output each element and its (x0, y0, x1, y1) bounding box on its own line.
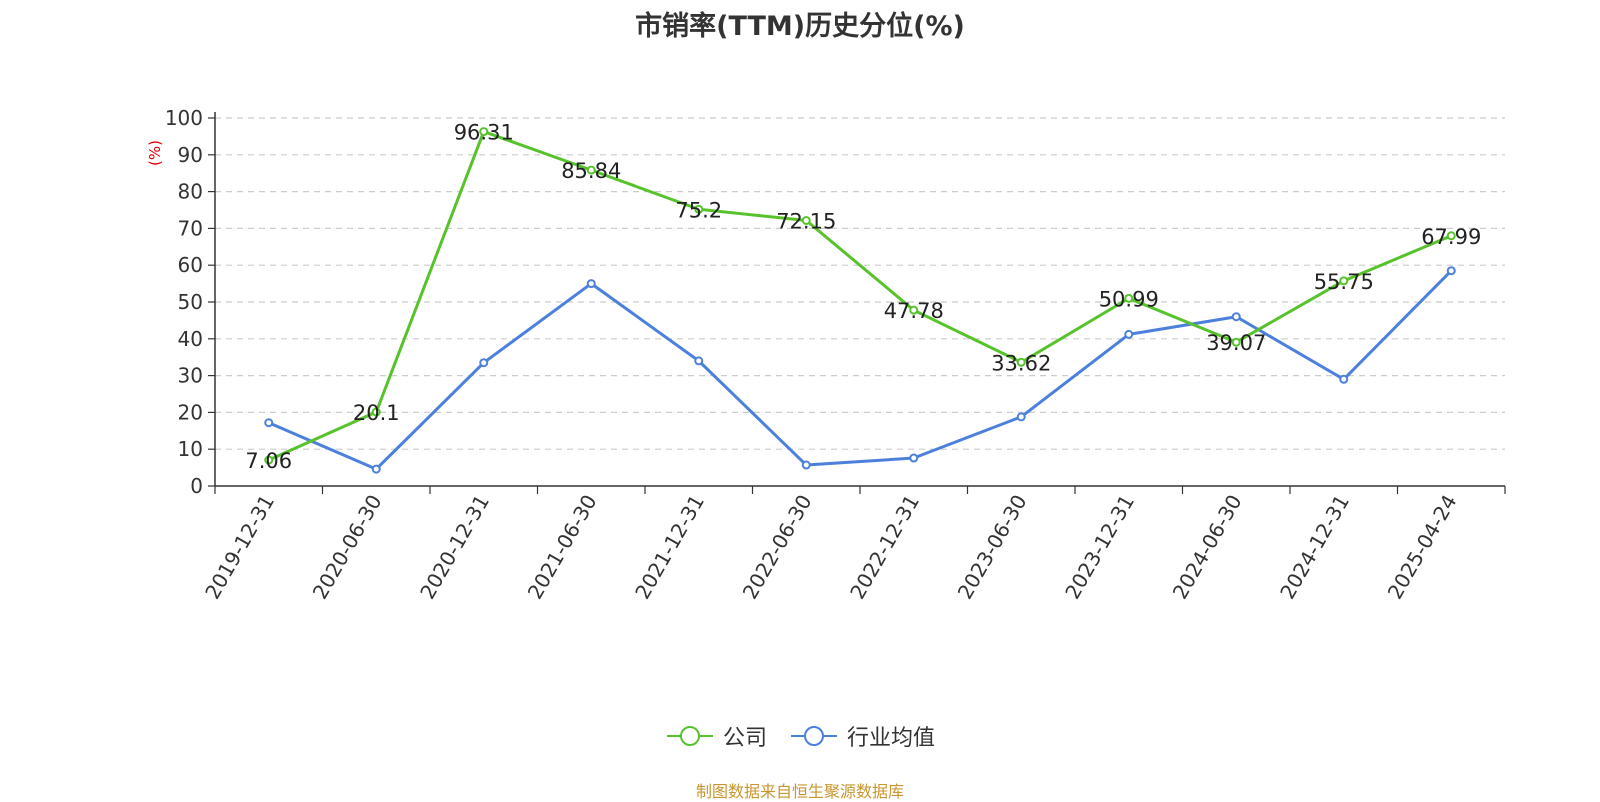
legend-industry-icon (791, 726, 837, 746)
x-tick-label-2: 2020-12-31 (415, 491, 494, 604)
series-1-point-11[interactable] (1446, 266, 1456, 276)
series-line-1 (268, 269, 1453, 471)
source-note: 制图数据来自恒生聚源数据库 (695, 782, 904, 801)
series-0-point-4[interactable] (694, 204, 704, 214)
x-tick-label-4: 2021-12-31 (630, 491, 709, 604)
series-1-point-3[interactable] (586, 279, 596, 289)
series-line-0 (268, 130, 1452, 462)
series-0-point-6[interactable] (909, 305, 919, 315)
x-tick-label-11: 2025-04-24 (1383, 491, 1462, 604)
legend-item-industry[interactable]: 行业均值 (789, 720, 935, 752)
x-tick-label-6: 2022-12-31 (845, 491, 924, 604)
data-label-3: 85.84 (561, 159, 621, 183)
y-tick-label-10: 100 (165, 106, 203, 130)
series-0-point-2[interactable] (479, 127, 489, 137)
data-label-10: 55.75 (1314, 270, 1374, 294)
y-tick-label-2: 20 (178, 400, 203, 424)
chart-title: 市销率(TTM)历史分位(%) (635, 11, 965, 42)
x-tick-label-8: 2023-12-31 (1060, 491, 1139, 604)
series-0-point-11[interactable] (1446, 231, 1456, 241)
data-label-0: 7.06 (245, 449, 292, 473)
y-tick-label-0: 0 (190, 474, 203, 498)
legend-industry-label: 行业均值 (847, 726, 936, 751)
series-0-point-9[interactable] (1231, 337, 1241, 347)
x-tick-label-5: 2022-06-30 (738, 491, 817, 604)
y-tick-label-1: 10 (178, 437, 203, 461)
data-label-11: 67.99 (1421, 225, 1481, 249)
legend: 公司 行业均值 (0, 720, 1600, 752)
series-0-point-8[interactable] (1124, 293, 1134, 303)
data-label-9: 39.07 (1206, 331, 1266, 355)
series-0-point-3[interactable] (586, 165, 596, 175)
legend-company-icon (666, 726, 713, 746)
series-1-point-4[interactable] (694, 356, 704, 366)
x-tick-label-3: 2021-06-30 (523, 491, 602, 604)
data-label-6: 47.78 (884, 299, 944, 323)
series-1-point-2[interactable] (479, 358, 489, 368)
y-tick-label-4: 40 (178, 327, 203, 351)
series-1-point-5[interactable] (801, 460, 811, 470)
data-label-4: 75.2 (675, 198, 722, 222)
y-tick-label-8: 80 (178, 180, 203, 204)
y-tick-label-5: 50 (178, 290, 203, 314)
data-label-2: 96.31 (454, 121, 514, 145)
series-1-point-8[interactable] (1124, 329, 1134, 339)
series-1-point-0[interactable] (264, 418, 274, 428)
series-1-point-10[interactable] (1339, 374, 1349, 384)
x-tick-label-1: 2020-06-30 (308, 491, 387, 604)
legend-item-company[interactable]: 公司 (665, 720, 767, 752)
y-tick-label-3: 30 (178, 364, 203, 388)
series-1-point-6[interactable] (909, 453, 919, 463)
y-tick-label-9: 90 (178, 143, 203, 167)
data-label-8: 50.99 (1099, 287, 1159, 311)
x-tick-label-7: 2023-06-30 (953, 491, 1032, 604)
legend-company-label: 公司 (722, 726, 767, 751)
y-tick-label-6: 60 (178, 253, 203, 277)
x-tick-label-9: 2024-06-30 (1168, 491, 1247, 604)
data-label-1: 20.1 (353, 401, 400, 425)
series-0-point-1[interactable] (371, 407, 381, 417)
grid-lines (215, 117, 1505, 450)
data-label-7: 33.62 (991, 351, 1051, 375)
series-1-point-1[interactable] (371, 464, 381, 474)
series-0-point-0[interactable] (264, 455, 274, 465)
series-0-point-7[interactable] (1016, 357, 1026, 367)
series-lines (264, 127, 1456, 474)
series-0-point-10[interactable] (1339, 276, 1349, 286)
series-0-point-5[interactable] (801, 215, 811, 225)
y-tick-label-7: 70 (178, 216, 203, 240)
x-tick-label-0: 2019-12-31 (200, 491, 279, 604)
series-1-point-9[interactable] (1231, 312, 1241, 322)
data-labels: 7.06 20.1 96.31 85.84 75.2 72.15 47.78 33.62 50.… (245, 121, 1481, 473)
data-label-5: 72.15 (776, 209, 836, 233)
x-tick-label-10: 2024-12-31 (1275, 491, 1354, 604)
series-1-point-7[interactable] (1016, 412, 1026, 422)
y-axis-unit-label: (%) (146, 140, 164, 166)
